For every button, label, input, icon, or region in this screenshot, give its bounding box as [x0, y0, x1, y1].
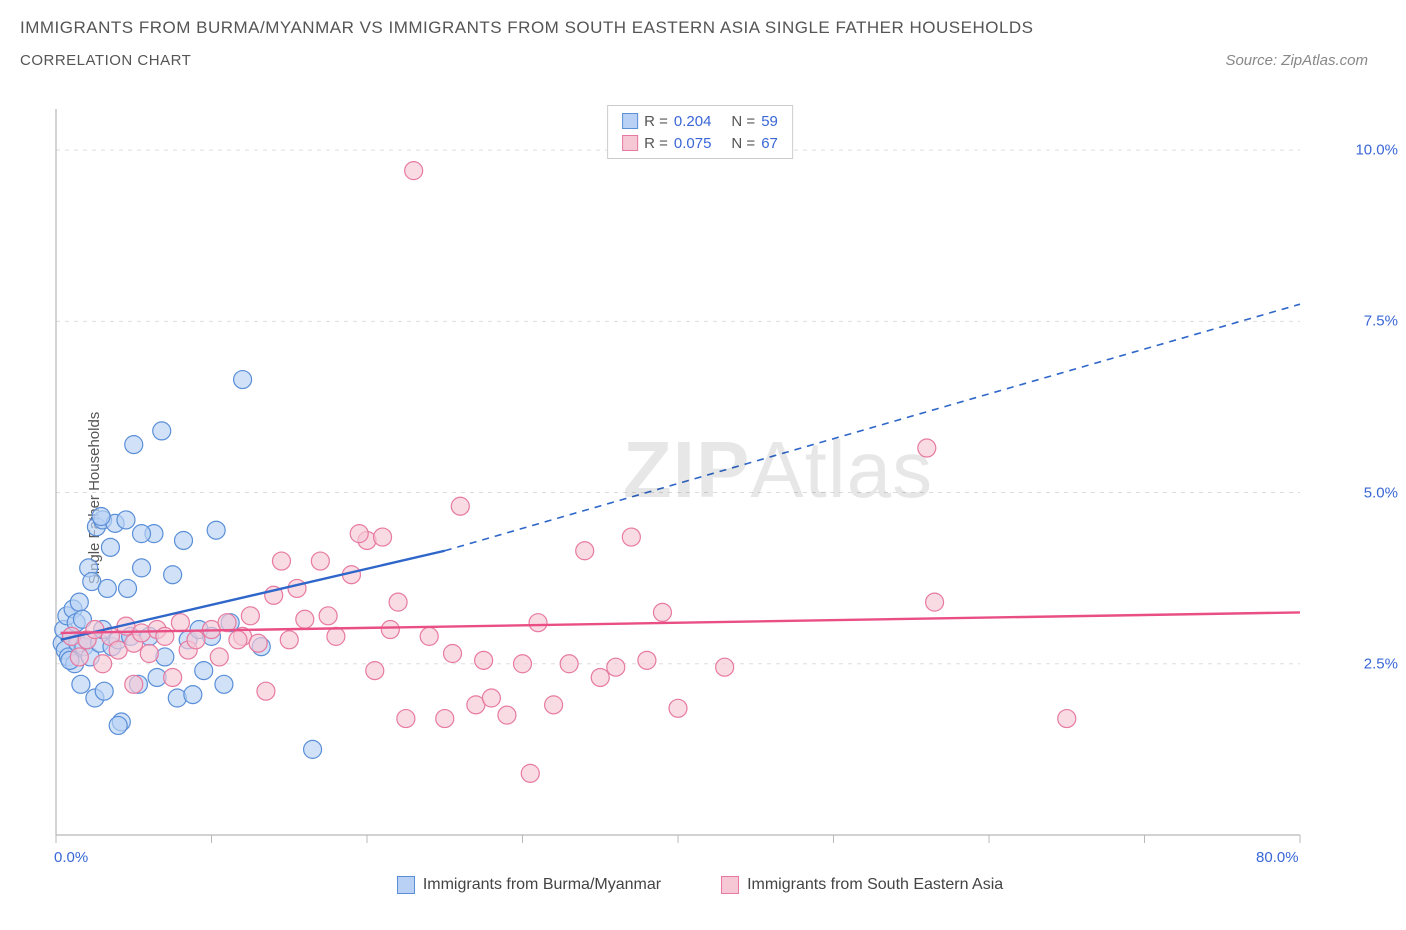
- legend-item-burma: Immigrants from Burma/Myanmar: [397, 876, 661, 894]
- header: IMMIGRANTS FROM BURMA/MYANMAR VS IMMIGRA…: [0, 0, 1406, 69]
- chart-area: Single Father Households R = 0.204 N = 5…: [0, 95, 1406, 900]
- stats-legend: R = 0.204 N = 59 R = 0.075 N = 67: [607, 105, 793, 159]
- n-value-sea: 67: [761, 135, 778, 152]
- n-prefix: N =: [731, 135, 755, 152]
- swatch-burma: [622, 113, 638, 129]
- r-prefix: R =: [644, 135, 668, 152]
- legend-label-sea: Immigrants from South Eastern Asia: [747, 876, 1003, 894]
- y-tick-label: 5.0%: [1364, 484, 1398, 501]
- x-start-label: 0.0%: [54, 849, 88, 866]
- n-value-burma: 59: [761, 113, 778, 130]
- plot-svg: [50, 105, 1350, 865]
- series-legend: Immigrants from Burma/Myanmar Immigrants…: [50, 876, 1350, 894]
- r-value-burma: 0.204: [674, 113, 712, 130]
- r-value-sea: 0.075: [674, 135, 712, 152]
- title-row-2: CORRELATION CHART Source: ZipAtlas.com: [20, 52, 1386, 69]
- legend-label-burma: Immigrants from Burma/Myanmar: [423, 876, 661, 894]
- r-prefix: R =: [644, 113, 668, 130]
- y-tick-label: 2.5%: [1364, 655, 1398, 672]
- stats-row-sea: R = 0.075 N = 67: [622, 132, 778, 154]
- legend-swatch-burma: [397, 876, 415, 894]
- source-label: Source: ZipAtlas.com: [1225, 52, 1386, 69]
- n-prefix: N =: [731, 113, 755, 130]
- y-tick-label: 10.0%: [1355, 142, 1398, 159]
- scatter-plot: R = 0.204 N = 59 R = 0.075 N = 67 ZIPAtl…: [50, 105, 1350, 865]
- chart-title-line2: CORRELATION CHART: [20, 52, 191, 69]
- legend-swatch-sea: [721, 876, 739, 894]
- x-end-label: 80.0%: [1256, 849, 1299, 866]
- y-tick-label: 7.5%: [1364, 313, 1398, 330]
- stats-row-burma: R = 0.204 N = 59: [622, 110, 778, 132]
- legend-item-sea: Immigrants from South Eastern Asia: [721, 876, 1003, 894]
- swatch-sea: [622, 135, 638, 151]
- chart-title-line1: IMMIGRANTS FROM BURMA/MYANMAR VS IMMIGRA…: [20, 18, 1386, 38]
